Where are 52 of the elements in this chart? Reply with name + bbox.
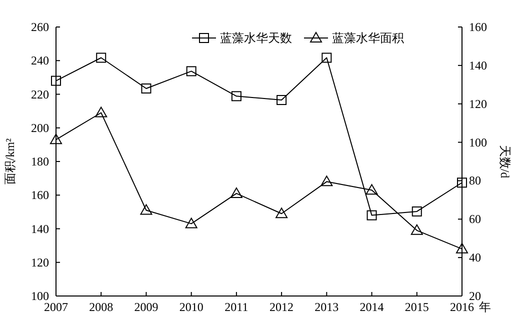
x-tick-label: 2015 (404, 300, 429, 314)
point (186, 66, 196, 76)
y2-tick-label: 80 (469, 174, 481, 188)
x-axis-title: 年 (479, 300, 491, 314)
y-tick-label: 140 (31, 222, 49, 236)
point (50, 134, 62, 144)
point (230, 187, 242, 198)
x-tick-label: 2012 (270, 300, 294, 314)
y-tick-label: 220 (31, 87, 49, 102)
point (185, 218, 198, 228)
y2-tick-label: 140 (469, 58, 487, 72)
point (140, 204, 152, 215)
point (96, 52, 106, 63)
point (276, 95, 287, 106)
y-tick-label: 240 (31, 54, 49, 68)
y2-tick-label: 20 (469, 289, 481, 303)
legend-label: 蓝藻水华面积 (332, 31, 404, 45)
point (141, 83, 152, 94)
x-tick-label: 2013 (314, 300, 339, 314)
y-tick-label: 100 (31, 289, 49, 303)
legend-label: 蓝藻水华天数 (220, 31, 292, 45)
point (412, 206, 422, 216)
y-tick-label: 120 (31, 255, 49, 270)
point (276, 208, 288, 218)
y-tick-label: 180 (31, 154, 49, 168)
x-tick-label: 2014 (360, 300, 384, 314)
y2-axis-title: 天数/d (498, 144, 511, 178)
y-tick-label: 260 (31, 20, 49, 34)
point (322, 52, 332, 63)
point (456, 242, 468, 254)
point (457, 178, 467, 188)
y-tick-label: 200 (31, 120, 49, 135)
x-tick-label: 2010 (179, 300, 204, 314)
x-tick-label: 2011 (224, 300, 248, 314)
y2-tick-label: 100 (469, 135, 487, 150)
y-axis-title: 面积/km² (3, 138, 17, 185)
point (51, 76, 61, 86)
point (95, 106, 108, 118)
point (231, 91, 242, 102)
point (320, 176, 333, 186)
y2-tick-label: 120 (469, 96, 487, 111)
point (366, 184, 378, 195)
y2-tick-label: 160 (469, 20, 487, 34)
point (410, 224, 423, 235)
y2-tick-label: 40 (469, 250, 481, 265)
x-tick-label: 2007 (44, 300, 68, 314)
x-tick-label: 2009 (134, 300, 158, 314)
x-tick-label: 2016 (450, 300, 474, 314)
y-tick-label: 160 (31, 188, 49, 202)
point (366, 210, 377, 220)
y2-tick-label: 60 (469, 212, 481, 226)
x-tick-label: 2008 (89, 300, 114, 314)
